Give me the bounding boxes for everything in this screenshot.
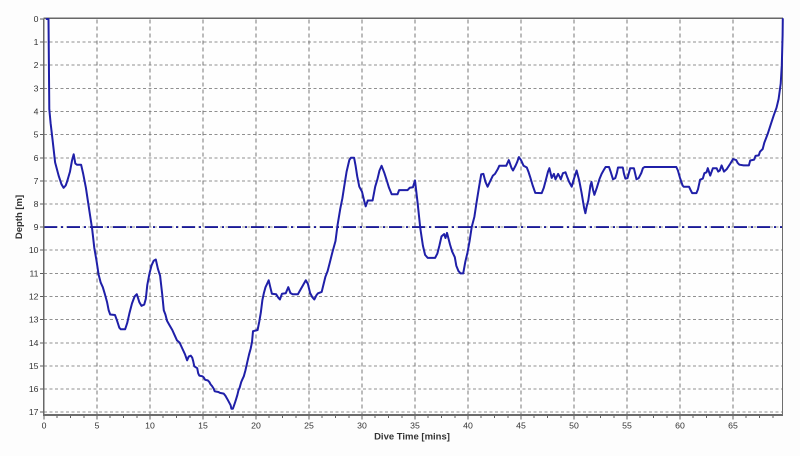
svg-text:13: 13 bbox=[29, 315, 39, 325]
svg-text:5: 5 bbox=[95, 421, 100, 431]
svg-text:35: 35 bbox=[410, 421, 420, 431]
svg-text:0: 0 bbox=[42, 421, 47, 431]
svg-text:20: 20 bbox=[251, 421, 261, 431]
svg-text:0: 0 bbox=[34, 14, 39, 24]
svg-text:16: 16 bbox=[29, 384, 39, 394]
svg-text:50: 50 bbox=[569, 421, 579, 431]
svg-text:Dive Time [mins]: Dive Time [mins] bbox=[374, 432, 450, 443]
svg-text:55: 55 bbox=[622, 421, 632, 431]
svg-text:40: 40 bbox=[463, 421, 473, 431]
svg-text:45: 45 bbox=[516, 421, 526, 431]
svg-text:60: 60 bbox=[675, 421, 685, 431]
svg-text:9: 9 bbox=[34, 222, 39, 232]
svg-text:10: 10 bbox=[145, 421, 155, 431]
svg-text:2: 2 bbox=[34, 60, 39, 70]
svg-text:1: 1 bbox=[34, 37, 39, 47]
svg-text:5: 5 bbox=[34, 130, 39, 140]
svg-text:11: 11 bbox=[29, 268, 38, 278]
svg-text:15: 15 bbox=[29, 361, 39, 371]
svg-text:3: 3 bbox=[34, 83, 39, 93]
svg-text:8: 8 bbox=[34, 199, 39, 209]
svg-text:12: 12 bbox=[29, 292, 39, 302]
svg-text:30: 30 bbox=[357, 421, 367, 431]
svg-text:65: 65 bbox=[728, 421, 738, 431]
svg-text:14: 14 bbox=[29, 338, 39, 348]
svg-text:4: 4 bbox=[34, 107, 39, 117]
svg-text:15: 15 bbox=[198, 421, 208, 431]
svg-text:Depth [m]: Depth [m] bbox=[14, 195, 25, 239]
svg-text:17: 17 bbox=[29, 407, 39, 417]
svg-text:6: 6 bbox=[34, 153, 39, 163]
svg-text:25: 25 bbox=[304, 421, 314, 431]
svg-text:7: 7 bbox=[34, 176, 39, 186]
svg-text:10: 10 bbox=[29, 245, 39, 255]
